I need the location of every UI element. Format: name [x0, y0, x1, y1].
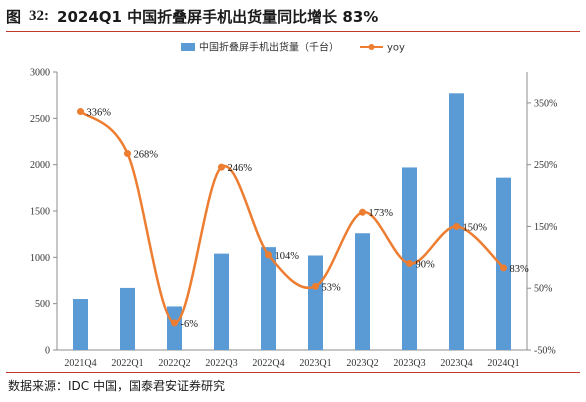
yoy-data-label: 104% [275, 251, 300, 262]
y-left-tick-label: 2500 [30, 114, 50, 125]
bar-series [73, 93, 511, 351]
footer-rule [6, 372, 580, 373]
legend-line-label: yoy [387, 43, 405, 54]
yoy-data-label: 83% [510, 264, 530, 275]
shipment-bar [496, 177, 511, 350]
legend-line-marker [368, 44, 375, 50]
yoy-data-label: 246% [228, 163, 253, 174]
y-right-tick-label: 50% [534, 284, 552, 295]
y-left-tick-label: 2000 [30, 160, 50, 171]
source-note: 数据来源：IDC 中国，国泰君安证券研究 [8, 379, 225, 393]
yoy-markers [77, 108, 507, 327]
shipment-bar [214, 253, 229, 350]
yoy-data-label: 150% [463, 222, 488, 233]
y-left-tick-label: 3000 [30, 68, 50, 79]
axes: 0 500 1000 1500 2000 2500 3000 -50% 50% 150% 250% 3… [30, 68, 557, 370]
x-tick-label: 2022Q1 [111, 358, 143, 369]
yoy-marker [218, 163, 225, 171]
x-tick-label: 2022Q3 [205, 358, 237, 369]
shipment-bar [308, 255, 323, 350]
yoy-data-label: 336% [87, 108, 112, 119]
x-tick-label: 2023Q1 [299, 358, 331, 369]
y-right-tick-label: 350% [534, 98, 557, 109]
yoy-marker [77, 108, 84, 116]
yoy-marker [312, 282, 319, 290]
shipment-bar [120, 287, 135, 350]
title-rule [6, 31, 580, 32]
legend-bar-label: 中国折叠屏手机出货量（千台） [199, 41, 339, 54]
figure-title: 图 32: 2024Q1 中国折叠屏手机出货量同比增长 83% [6, 4, 580, 28]
shipment-bar [261, 247, 276, 350]
legend: 中国折叠屏手机出货量（千台） yoy [181, 41, 405, 54]
yoy-data-label: 173% [369, 208, 394, 219]
yoy-data-label: 53% [322, 282, 342, 293]
yoy-marker [359, 208, 366, 216]
y-right-tick-label: 250% [534, 160, 557, 171]
x-tick-label: 2023Q3 [393, 358, 425, 369]
shipment-bar [449, 93, 464, 351]
yoy-line [79, 110, 505, 325]
yoy-data-label: 90% [416, 260, 436, 271]
shipment-bar [167, 306, 182, 350]
yoy-marker [171, 319, 178, 327]
x-tick-label: 2022Q4 [252, 358, 284, 369]
yoy-data-label: 268% [134, 150, 159, 161]
x-tick-label: 2023Q4 [440, 358, 472, 369]
x-tick-label: 2023Q2 [346, 358, 378, 369]
y-left-tick-label: 1500 [30, 207, 50, 218]
y-right-tick-label: 150% [534, 222, 557, 233]
yoy-marker [265, 251, 272, 259]
y-left-tick-label: 500 [35, 299, 50, 310]
shipment-bar [355, 233, 370, 350]
x-tick-label: 2024Q1 [487, 358, 519, 369]
y-right-tick-label: -50% [534, 346, 556, 357]
yoy-marker [124, 150, 131, 158]
figure-label: 图 [6, 7, 22, 26]
y-left-tick-label: 1000 [30, 253, 50, 264]
shipment-chart: 中国折叠屏手机出货量（千台） yoy 0 500 1000 1500 2000 2500 3… [30, 41, 557, 370]
yoy-marker [500, 264, 507, 272]
shipment-bar [73, 299, 88, 350]
x-tick-label: 2022Q2 [158, 358, 190, 369]
figure-number: 32: [29, 7, 50, 24]
yoy-marker [406, 260, 413, 268]
figure-title-text: 2024Q1 中国折叠屏手机出货量同比增长 83% [57, 7, 379, 26]
yoy-marker [453, 222, 460, 230]
x-tick-label: 2021Q4 [64, 358, 96, 369]
yoy-data-label: -6% [181, 319, 199, 330]
y-left-tick-label: 0 [45, 346, 50, 357]
legend-bar-swatch [181, 43, 195, 51]
shipment-bar [402, 167, 417, 350]
yoy-data-labels: 336% 268% -6% 246% 104% 53% 173% 90% 150% 83% [87, 108, 530, 330]
